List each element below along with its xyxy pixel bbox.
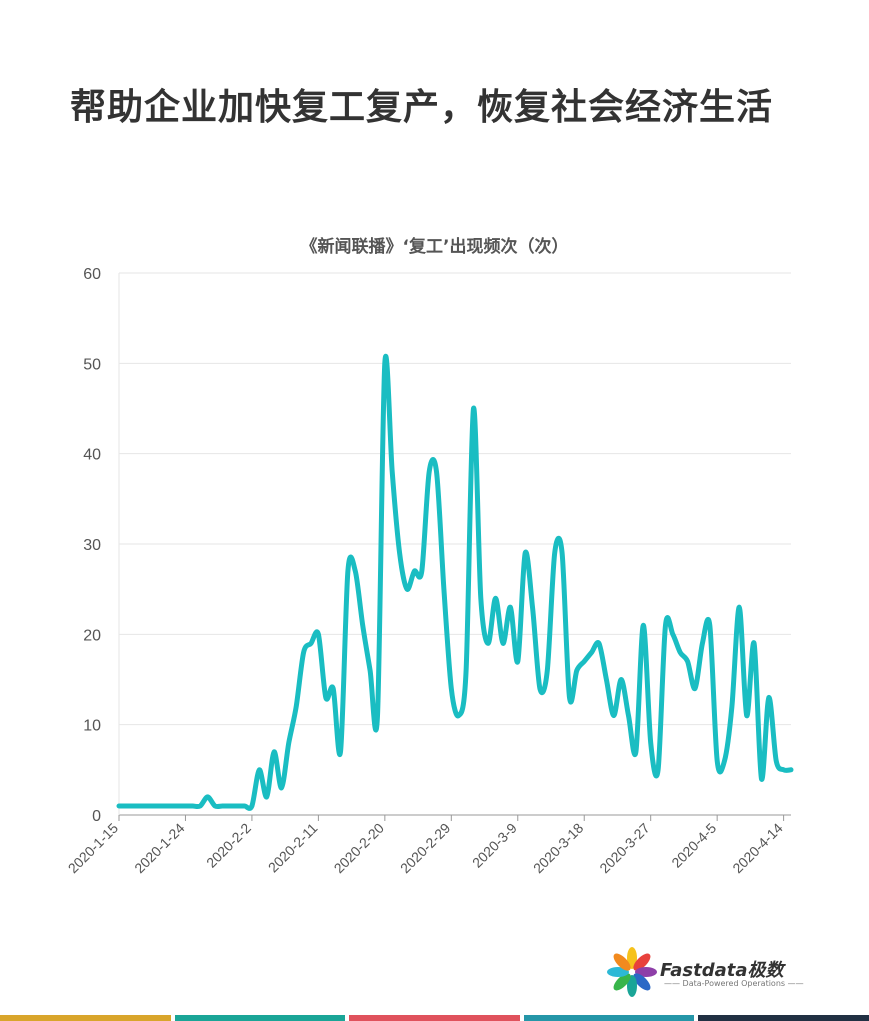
x-tick-label: 2020-2-2 xyxy=(203,820,254,871)
x-tick-label: 2020-4-5 xyxy=(668,820,719,871)
x-tick-label: 2020-3-18 xyxy=(530,820,587,877)
footer-stripe xyxy=(0,1015,171,1021)
y-tick-label: 30 xyxy=(83,537,101,554)
headline: 帮助企业加快复工复产，恢复社会经济生活 xyxy=(70,87,774,128)
y-tick-label: 60 xyxy=(83,266,101,283)
brand-name: Fastdata极数 xyxy=(660,960,784,981)
flower-logo-icon xyxy=(607,947,657,997)
x-tick-label: 2020-2-20 xyxy=(331,820,388,877)
footer-stripe xyxy=(174,1015,346,1021)
y-tick-label: 40 xyxy=(83,447,101,464)
brand-logo: Fastdata极数 —— Data-Powered Operations —— xyxy=(606,944,804,1002)
x-tick-label: 2020-1-15 xyxy=(65,820,122,877)
footer-stripe xyxy=(698,1015,869,1021)
y-tick-label: 50 xyxy=(83,356,101,373)
y-tick-label: 20 xyxy=(83,627,101,644)
footer-color-stripes xyxy=(0,1015,869,1021)
x-tick-label: 2020-3-9 xyxy=(469,820,520,871)
brand-tagline: —— Data-Powered Operations —— xyxy=(664,979,804,988)
series-line xyxy=(116,353,794,811)
footer-stripe xyxy=(523,1015,695,1021)
y-tick-label: 0 xyxy=(92,808,101,825)
x-tick-label: 2020-2-11 xyxy=(265,820,321,876)
footer-stripe xyxy=(349,1015,520,1021)
y-tick-label: 10 xyxy=(83,718,101,735)
x-tick-label: 2020-1-24 xyxy=(131,820,188,877)
x-tick-label: 2020-2-29 xyxy=(397,820,454,877)
chart-title: 《新闻联播》‘复工’出现频次（次） xyxy=(300,237,569,257)
x-tick-label: 2020-4-14 xyxy=(729,820,786,877)
x-tick-label: 2020-3-27 xyxy=(596,820,653,877)
